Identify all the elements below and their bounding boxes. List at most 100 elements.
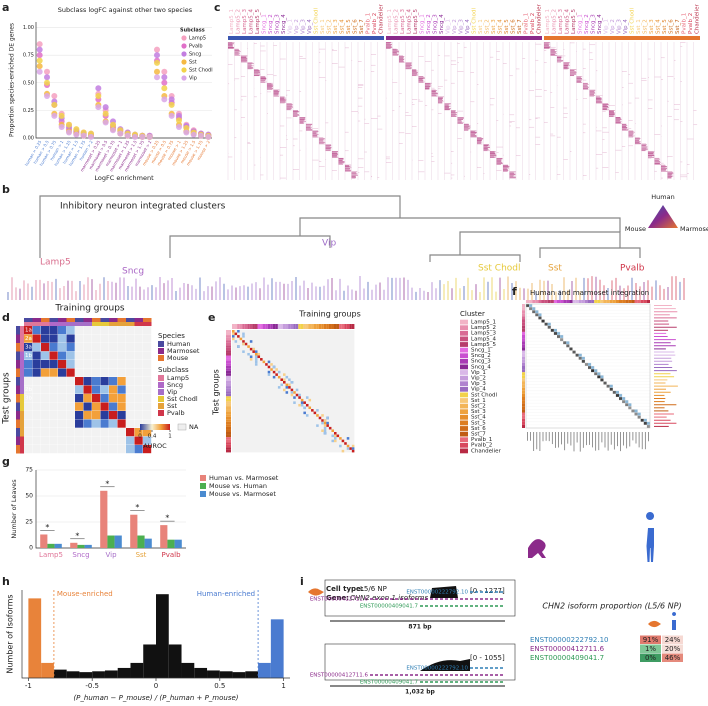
column-label: Sst_3 [333,19,339,34]
heat-cell [293,138,298,140]
heat-cell [316,424,319,427]
heat-cell [325,150,331,152]
point [168,112,175,119]
heat-cell [570,74,576,75]
heat-cell [563,67,568,68]
heat-cell [75,385,84,394]
heat-cell [267,85,274,86]
heat-cell [641,77,647,79]
heat-cell [234,49,239,50]
annotation-cell [226,370,231,374]
annotation-cell [226,335,231,338]
heat-cell [280,154,284,156]
heat-cell [583,123,586,125]
annotation-cell [535,300,539,303]
annotation-cell [226,363,231,366]
heat-cell [249,340,253,343]
heat-cell [126,394,135,403]
heat-cell [312,133,317,134]
heat-cell [260,81,267,83]
panel-label: a [2,1,9,14]
heat-cell [576,78,582,80]
heat-cell [143,402,152,411]
heat-cell [483,147,490,148]
heat-cell [275,368,278,371]
heat-cell [345,164,352,166]
table-cell: 24% [665,636,681,644]
heat-cell [600,378,604,382]
annotation-cell [522,362,525,366]
heat-cell [351,111,358,112]
heat-cell [583,86,589,88]
heat-cell [661,167,668,169]
column-label: Sst_5 [662,19,668,34]
heat-cell [451,82,455,84]
annotation-cell [239,324,243,329]
annotation-cell [591,300,595,303]
heat-cell [293,145,295,147]
heat-cell [635,123,636,124]
heat-cell [589,91,595,93]
heat-cell [615,119,622,121]
heat-cell [405,64,412,66]
heat-cell [470,72,474,73]
heat-cell [254,350,258,353]
heat-cell [241,95,247,97]
heat-cell [319,141,324,142]
point [154,46,160,53]
heat-cell [496,159,502,161]
annotation-cell [117,318,126,322]
annotation-cell [83,322,92,326]
heat-cell [583,85,588,86]
heat-cell [306,124,313,126]
column-label: Vip_2 [610,19,616,34]
annotation-cell [226,368,231,371]
heat-cell [596,99,603,101]
legend-label: Sst_4 [471,415,486,421]
heat-cell [143,394,152,403]
heat-cell [100,428,109,437]
annotation-cell [522,353,525,357]
heat-cell [351,171,358,173]
subclass-label: Sst Chodl [478,264,521,274]
heat-cell [581,356,585,360]
heat-cell [66,326,75,335]
heat-cell [667,177,672,178]
legend-swatch [158,348,164,354]
heat-cell [109,326,118,335]
heat-cell [609,110,611,112]
heat-cell [286,106,293,108]
heat-cell [293,391,296,394]
heat-cell [247,67,253,68]
heat-cell [247,68,254,69]
annotation-cell [257,324,261,329]
heat-cell [247,68,252,70]
heat-cell [41,326,50,335]
heat-cell [490,152,496,153]
heat-cell [583,79,587,81]
heat-cell [92,394,101,403]
heat-cell [576,82,583,83]
heat-cell [496,146,503,148]
heat-cell [319,138,326,140]
heat-cell [405,68,410,69]
heat-cell [277,370,281,374]
heat-cell [312,133,318,135]
heat-cell [332,152,337,153]
point [176,112,182,119]
heat-cell [143,360,152,369]
column-label: Lamp5_5 [571,8,577,34]
annotation-cell [16,394,20,403]
heat-cell [260,45,265,47]
heat-cell [635,140,640,142]
heat-cell [602,152,607,153]
heat-cell [306,123,313,125]
heat-cell [345,131,349,133]
heat-cell [351,449,355,453]
point [44,93,50,100]
x-tick-label: 1 [281,682,285,690]
heat-cell [578,353,582,357]
heat-cell [143,326,152,335]
heat-cell [457,119,464,121]
histogram-bar [92,671,105,678]
